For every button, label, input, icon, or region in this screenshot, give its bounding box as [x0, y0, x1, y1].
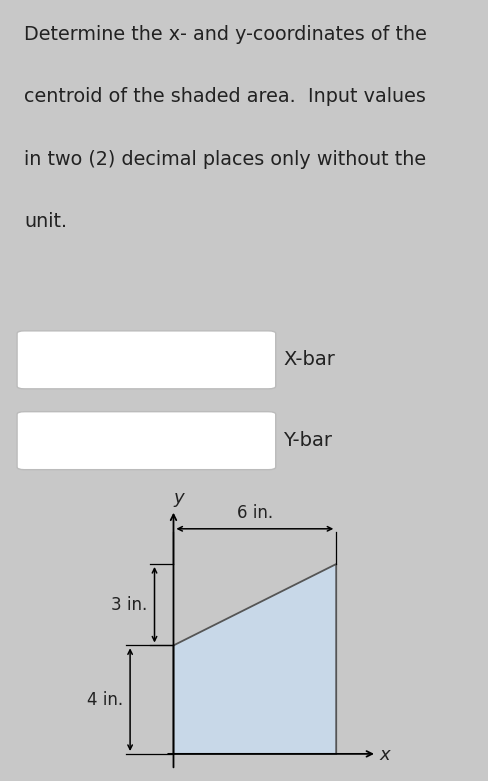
Text: unit.: unit.	[24, 212, 67, 231]
Text: y: y	[173, 489, 183, 507]
Text: centroid of the shaded area.  Input values: centroid of the shaded area. Input value…	[24, 87, 427, 106]
FancyBboxPatch shape	[17, 412, 276, 469]
Text: in two (2) decimal places only without the: in two (2) decimal places only without t…	[24, 150, 427, 169]
Polygon shape	[174, 564, 336, 754]
FancyBboxPatch shape	[17, 331, 276, 389]
Text: x: x	[380, 746, 390, 765]
Text: 6 in.: 6 in.	[237, 504, 273, 522]
Text: X-bar: X-bar	[283, 351, 335, 369]
Text: Y-bar: Y-bar	[283, 431, 332, 450]
Text: 3 in.: 3 in.	[111, 596, 148, 614]
Text: Determine the x- and y-coordinates of the: Determine the x- and y-coordinates of th…	[24, 25, 427, 44]
Text: 4 in.: 4 in.	[87, 690, 123, 708]
